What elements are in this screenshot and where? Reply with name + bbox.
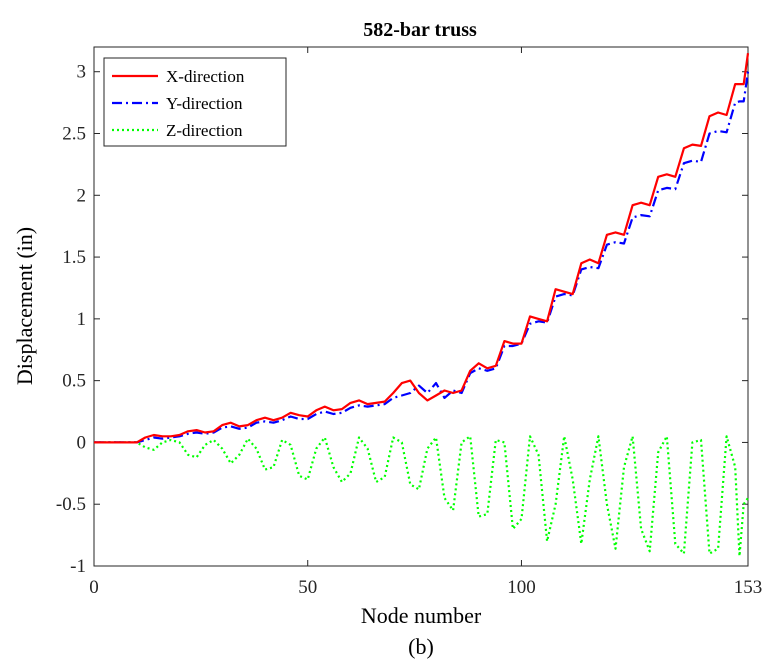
- figure-caption: (b): [408, 634, 434, 659]
- series-line-x-direction: [94, 53, 750, 444]
- x-tick-label: 100: [507, 577, 536, 598]
- y-tick-label: 2.5: [62, 124, 86, 145]
- y-tick-label: 1: [77, 309, 87, 330]
- y-tick-label: -0.5: [56, 494, 86, 515]
- y-tick-label: 0: [77, 432, 87, 453]
- chart-title: 582-bar truss: [363, 19, 477, 41]
- y-tick-label: 0.5: [62, 371, 86, 392]
- y-tick-label: 1.5: [62, 247, 86, 268]
- x-axis: 0 50 100 153: [89, 47, 762, 598]
- legend-entry: X-direction: [166, 67, 245, 86]
- x-tick-label: 153: [734, 577, 763, 598]
- y-tick-label: 3: [77, 62, 87, 83]
- x-tick-label: 50: [298, 577, 317, 598]
- legend: X-direction Y-direction Z-direction: [103, 57, 287, 147]
- legend-entry: Z-direction: [166, 121, 243, 140]
- x-axis-label: Node number: [361, 603, 482, 628]
- y-tick-label: 2: [77, 185, 87, 206]
- series-line-y-direction: [94, 71, 750, 444]
- legend-entry: Y-direction: [166, 94, 243, 113]
- x-tick-label: 0: [89, 577, 99, 598]
- series-layer: [94, 53, 750, 558]
- y-axis-label: Displacement (in): [12, 227, 37, 385]
- y-tick-label: -1: [70, 556, 86, 577]
